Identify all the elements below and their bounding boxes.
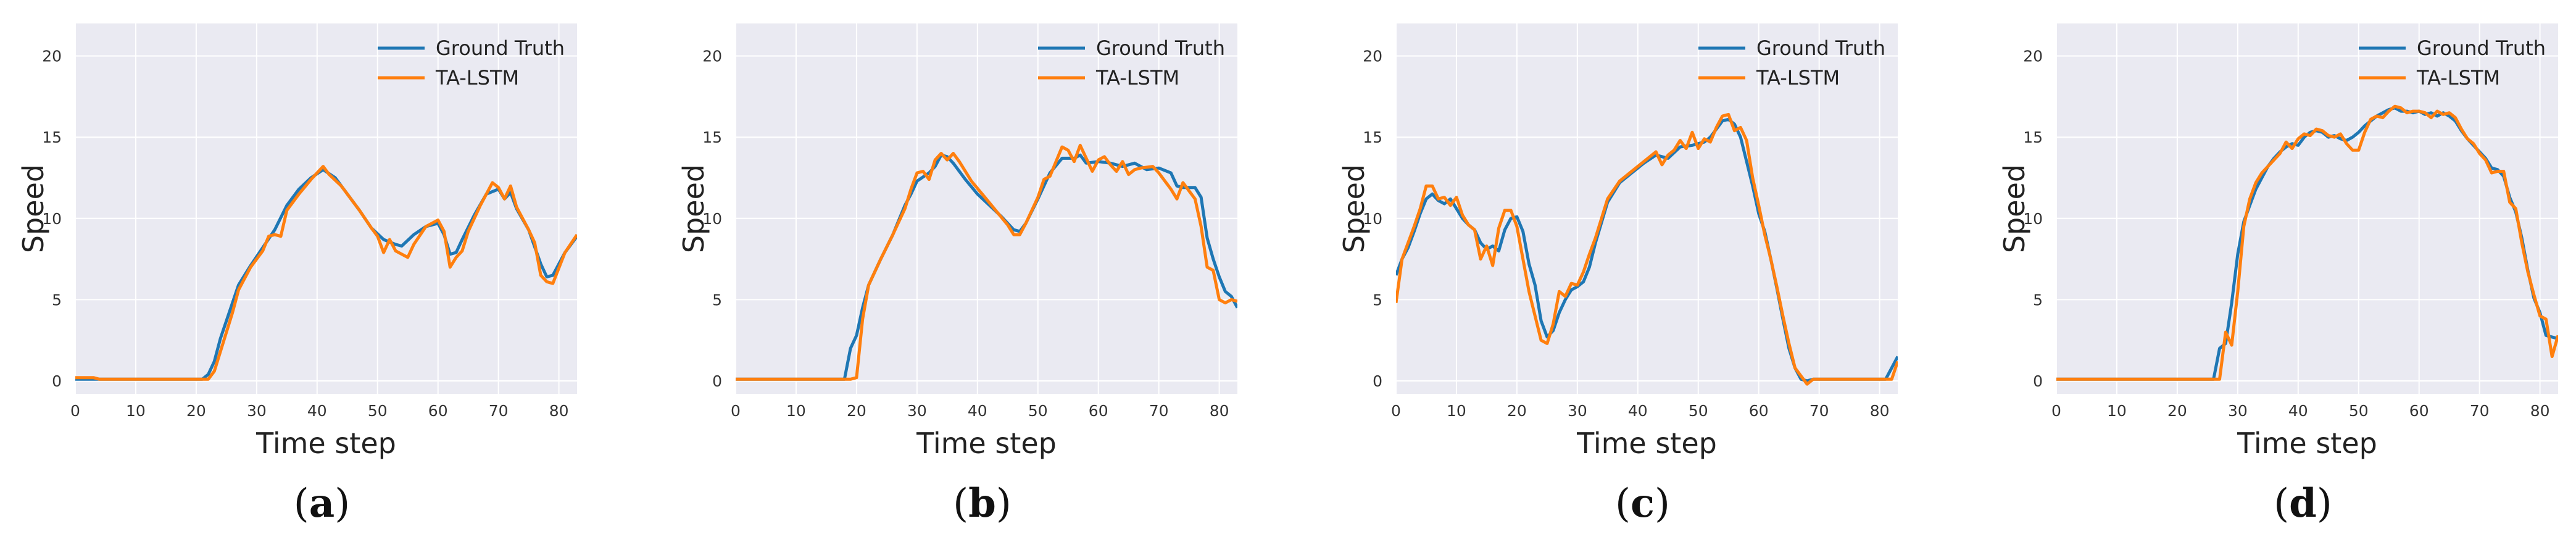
legend-label: Ground Truth: [2417, 36, 2546, 60]
x-tick-label: 70: [1149, 402, 1169, 420]
x-tick-label: 50: [1689, 402, 1708, 420]
chart-panel-d: 0 10 20 30 40 50 60 70 80 0 5 10 15 20 Ground Truth TA-…: [1981, 0, 2576, 555]
chart-panel-a: 0 10 20 30 40 50 60 70 80 0 5 10 15 20 Ground Truth TA-…: [0, 0, 644, 555]
x-axis-label: Time step: [916, 427, 1057, 460]
y-axis-label: Speed: [1998, 164, 2031, 253]
x-tick-label: 10: [786, 402, 806, 420]
legend-label: Ground Truth: [1096, 36, 1225, 60]
x-tick-label: 60: [1749, 402, 1769, 420]
x-tick-label: 30: [1568, 402, 1587, 420]
x-tick-label: 70: [1809, 402, 1829, 420]
y-tick-label: 10: [1363, 210, 1382, 228]
x-tick-label: 10: [126, 402, 146, 420]
x-tick-label: 0: [1391, 402, 1401, 420]
x-tick-label: 20: [1507, 402, 1527, 420]
x-axis-label: Time step: [1576, 427, 1717, 460]
line-chart-b: 0 10 20 30 40 50 60 70 80 0 5 10 15 20 Ground Truth TA-…: [677, 23, 1237, 460]
x-tick-label: 20: [186, 402, 206, 420]
chart-panel-b: 0 10 20 30 40 50 60 70 80 0 5 10 15 20 Ground Truth TA-…: [660, 0, 1304, 555]
plot-background: [75, 23, 577, 394]
y-tick-label: 5: [712, 291, 722, 309]
x-tick-label: 50: [368, 402, 388, 420]
x-tick-label: 50: [2349, 402, 2369, 420]
x-tick-label: 80: [549, 402, 569, 420]
y-axis-label: Speed: [677, 164, 710, 253]
plot-background: [2056, 23, 2558, 394]
series-line-ta-lstm: [75, 165, 577, 381]
x-tick-label: 0: [70, 402, 80, 420]
line-chart-a: 0 10 20 30 40 50 60 70 80 0 5 10 15 20 Ground Truth TA-…: [17, 23, 577, 460]
y-tick-label: 10: [2023, 210, 2043, 228]
y-tick-label: 0: [712, 372, 722, 390]
line-chart-d: 0 10 20 30 40 50 60 70 80 0 5 10 15 20 Ground Truth TA-…: [1998, 23, 2558, 460]
x-tick-label: 50: [1028, 402, 1048, 420]
y-tick-label: 20: [702, 48, 722, 65]
x-tick-label: 30: [2228, 402, 2248, 420]
panel-caption-d: (d): [2274, 480, 2332, 527]
y-tick-label: 5: [52, 291, 62, 309]
x-tick-label: 80: [2530, 402, 2550, 420]
x-tick-label: 30: [907, 402, 927, 420]
x-tick-label: 60: [428, 402, 448, 420]
y-tick-label: 10: [702, 210, 722, 228]
y-tick-label: 20: [1363, 48, 1382, 65]
x-tick-label: 40: [968, 402, 987, 420]
x-tick-label: 40: [1628, 402, 1648, 420]
x-axis-label: Time step: [256, 427, 396, 460]
x-tick-label: 40: [307, 402, 327, 420]
series-line-ta-lstm: [2056, 104, 2558, 381]
x-tick-label: 10: [2107, 402, 2127, 420]
legend-label: Ground Truth: [1756, 36, 1885, 60]
series-line-ta-lstm: [736, 143, 1237, 381]
x-tick-label: 60: [2409, 402, 2429, 420]
x-tick-label: 40: [2288, 402, 2308, 420]
panel-caption-c: (c): [1615, 480, 1670, 527]
legend-label: TA-LSTM: [1095, 66, 1179, 90]
y-tick-label: 15: [702, 128, 722, 146]
y-tick-label: 15: [2023, 128, 2043, 146]
y-axis-label: Speed: [17, 164, 50, 253]
x-tick-label: 10: [1447, 402, 1466, 420]
legend-label: Ground Truth: [436, 36, 565, 60]
y-axis-label: Speed: [1337, 164, 1371, 253]
x-tick-label: 70: [489, 402, 509, 420]
y-tick-label: 10: [42, 210, 62, 228]
y-tick-label: 0: [52, 372, 62, 390]
x-tick-label: 60: [1089, 402, 1108, 420]
chart-panel-c: 0 10 20 30 40 50 60 70 80 0 5 10 15 20 Ground Truth TA-…: [1321, 0, 1964, 555]
y-tick-label: 0: [1373, 372, 1382, 390]
y-tick-label: 5: [2033, 291, 2043, 309]
y-tick-label: 5: [1373, 291, 1382, 309]
x-tick-label: 70: [2470, 402, 2490, 420]
line-chart-c: 0 10 20 30 40 50 60 70 80 0 5 10 15 20 Ground Truth TA-…: [1337, 23, 1898, 460]
y-tick-label: 20: [42, 48, 62, 65]
series-line-ta-lstm: [1396, 112, 1898, 386]
x-tick-label: 80: [1210, 402, 1229, 420]
x-tick-label: 80: [1870, 402, 1890, 420]
legend-label: TA-LSTM: [1756, 66, 1840, 90]
x-tick-label: 0: [731, 402, 741, 420]
legend-label: TA-LSTM: [2416, 66, 2500, 90]
legend-label: TA-LSTM: [435, 66, 519, 90]
y-tick-label: 15: [1363, 128, 1382, 146]
x-tick-label: 20: [847, 402, 866, 420]
panel-caption-b: (b): [953, 480, 1012, 527]
y-tick-label: 15: [42, 128, 62, 146]
y-tick-label: 0: [2033, 372, 2043, 390]
x-tick-label: 0: [2051, 402, 2061, 420]
panel-caption-a: (a): [293, 480, 351, 527]
x-tick-label: 20: [2167, 402, 2187, 420]
x-axis-label: Time step: [2237, 427, 2377, 460]
x-tick-label: 30: [247, 402, 267, 420]
plot-background: [1396, 23, 1898, 394]
y-tick-label: 20: [2023, 48, 2043, 65]
plot-background: [736, 23, 1237, 394]
